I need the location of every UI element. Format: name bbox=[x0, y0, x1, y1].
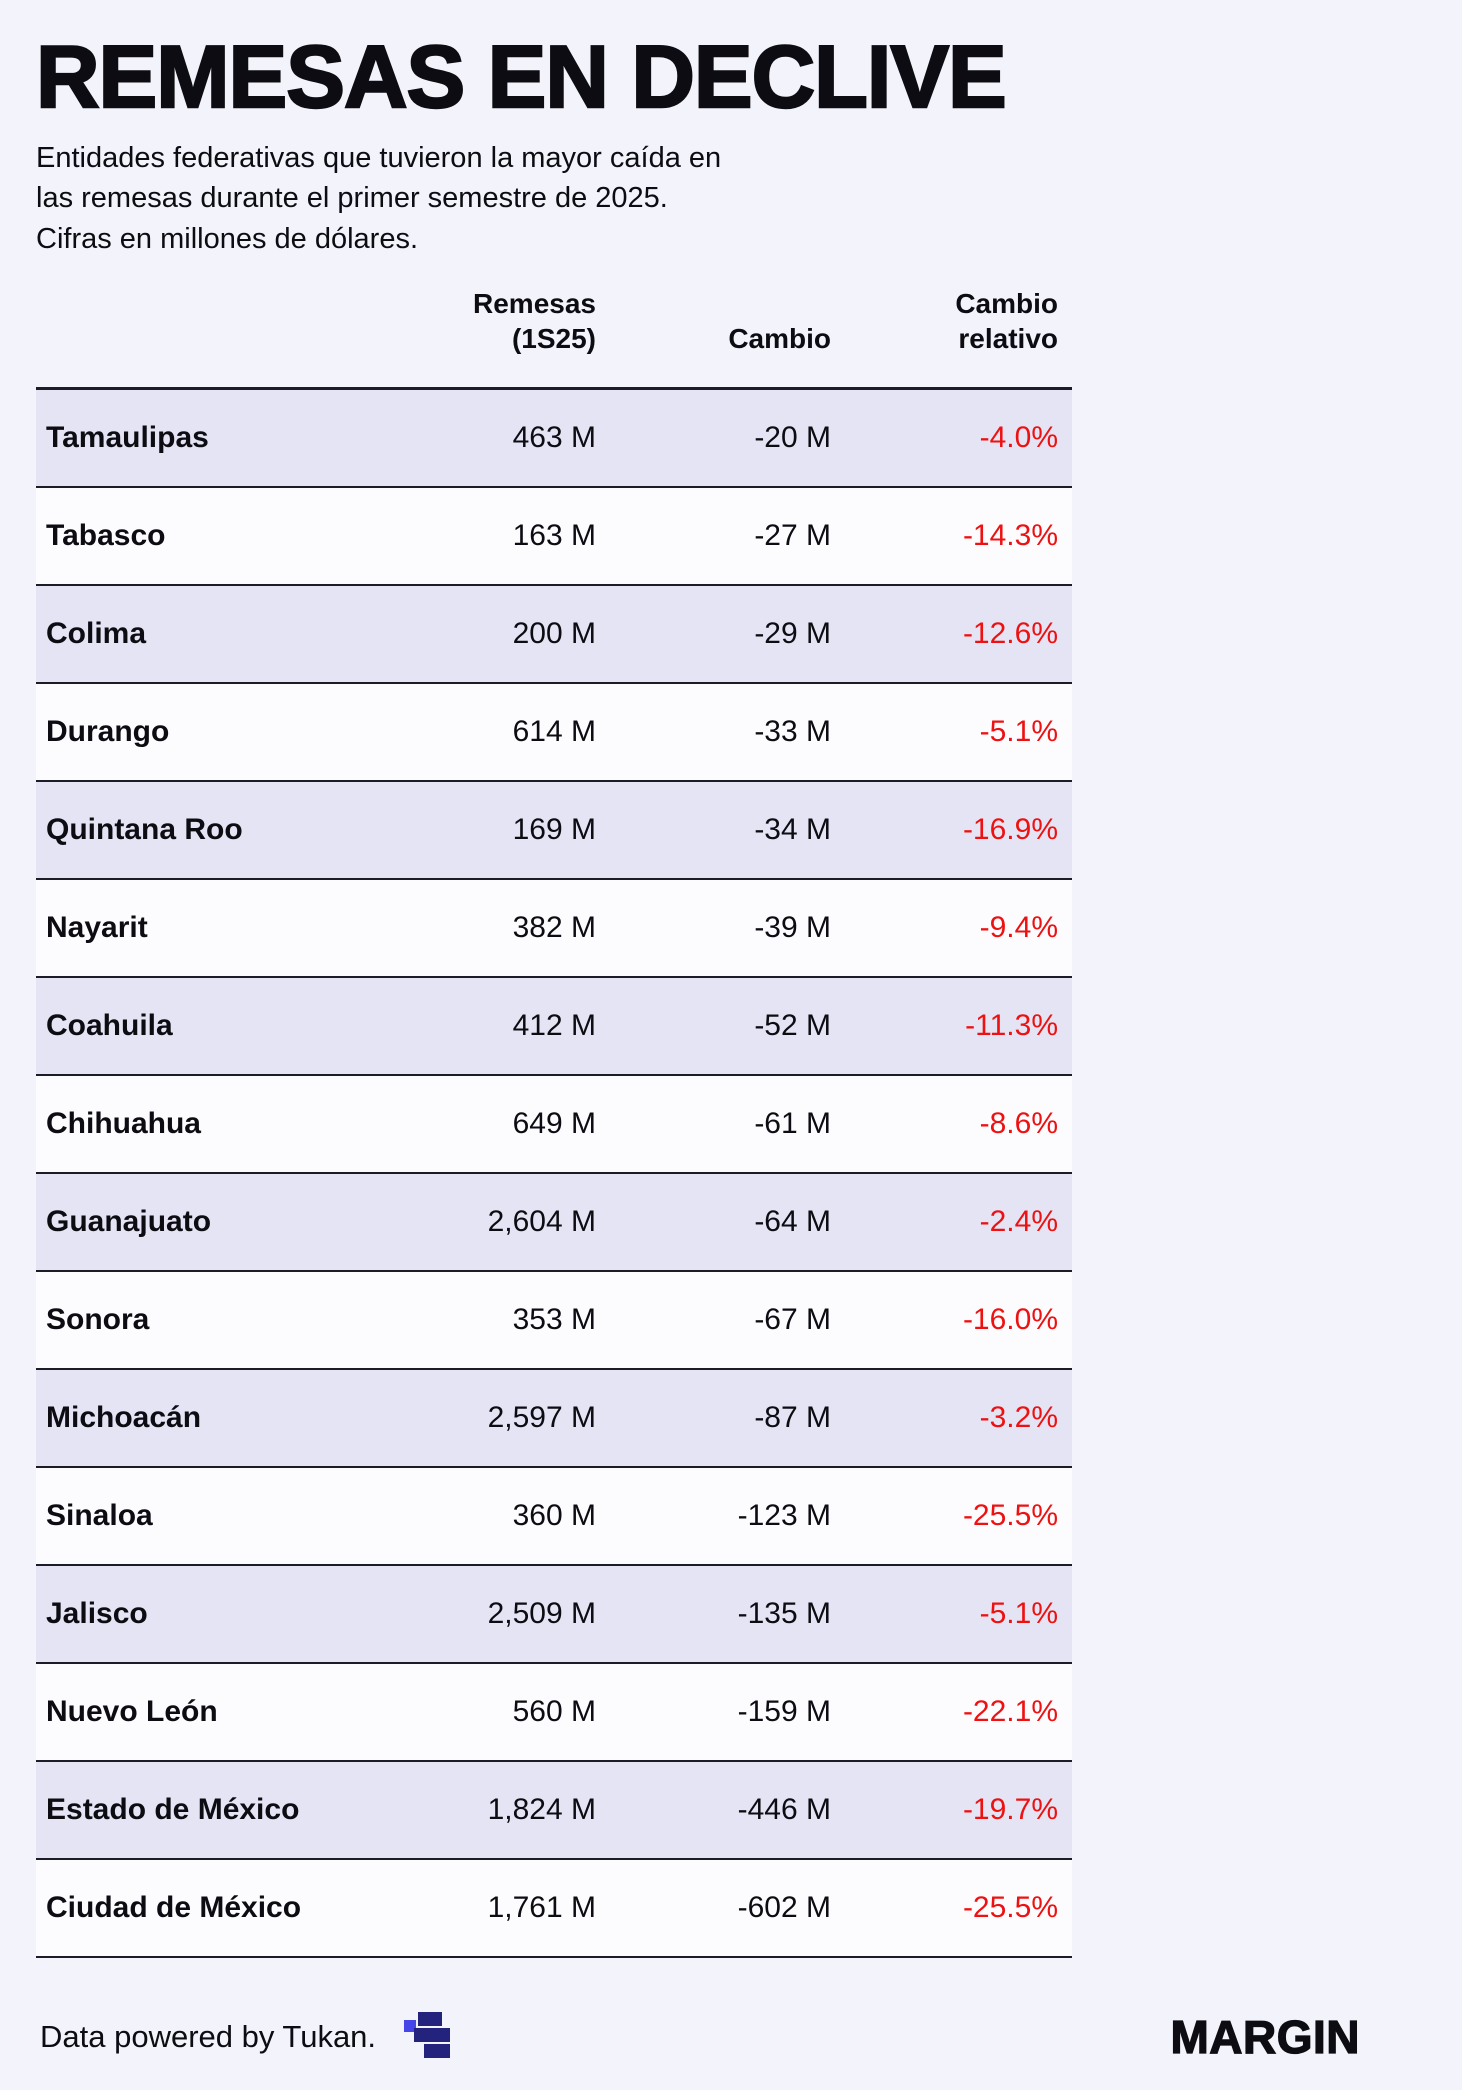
cambio-value: -27 M bbox=[754, 519, 831, 553]
table-row: Ciudad de México 1,761 M -602 M -25.5% bbox=[36, 1860, 1072, 1959]
table-body: Tamaulipas 463 M -20 M -4.0% Tabasco 163… bbox=[36, 387, 1072, 1959]
state-name: Jalisco bbox=[46, 1597, 148, 1631]
state-name: Coahuila bbox=[46, 1009, 173, 1043]
cambio-relativo-value: -12.6% bbox=[962, 617, 1058, 651]
state-name: Estado de México bbox=[46, 1793, 300, 1827]
table-row: Quintana Roo 169 M -34 M -16.9% bbox=[36, 782, 1072, 881]
remesas-value: 560 M bbox=[512, 1695, 596, 1729]
page-footer: Data powered by Tukan. MARGIN bbox=[40, 2010, 1360, 2064]
cambio-relativo-value: -8.6% bbox=[979, 1107, 1058, 1141]
cambio-relativo-value: -2.4% bbox=[979, 1205, 1058, 1239]
remesas-value: 1,824 M bbox=[487, 1793, 596, 1827]
cambio-relativo-value: -16.0% bbox=[962, 1303, 1058, 1337]
cambio-relativo-value: -9.4% bbox=[979, 911, 1058, 945]
table-row: Chihuahua 649 M -61 M -8.6% bbox=[36, 1076, 1072, 1175]
remesas-value: 2,604 M bbox=[487, 1205, 596, 1239]
page-header: REMESAS EN DECLIVE Entidades federativas… bbox=[35, 27, 1426, 260]
state-name: Sinaloa bbox=[46, 1499, 153, 1533]
state-name: Tabasco bbox=[46, 519, 166, 553]
remesas-value: 360 M bbox=[512, 1499, 596, 1533]
state-name: Ciudad de México bbox=[46, 1891, 302, 1925]
column-header-remesas: Remesas (1S25) bbox=[473, 287, 596, 355]
table-row: Estado de México 1,824 M -446 M -19.7% bbox=[36, 1762, 1072, 1861]
cambio-value: -52 M bbox=[754, 1009, 831, 1043]
cambio-value: -67 M bbox=[754, 1303, 831, 1337]
cambio-relativo-value: -25.5% bbox=[962, 1499, 1058, 1533]
remesas-value: 353 M bbox=[512, 1303, 596, 1337]
state-name: Sonora bbox=[46, 1303, 150, 1337]
cambio-relativo-value: -11.3% bbox=[965, 1009, 1058, 1043]
cambio-relativo-value: -5.1% bbox=[979, 1597, 1058, 1631]
cambio-value: -123 M bbox=[737, 1499, 831, 1533]
cambio-value: -20 M bbox=[754, 421, 831, 455]
column-header-cambio: Cambio bbox=[728, 323, 831, 355]
cambio-relativo-value: -5.1% bbox=[979, 715, 1058, 749]
remesas-value: 649 M bbox=[512, 1107, 596, 1141]
cambio-value: -29 M bbox=[754, 617, 831, 651]
table-row: Nayarit 382 M -39 M -9.4% bbox=[36, 880, 1072, 979]
table-row: Sinaloa 360 M -123 M -25.5% bbox=[36, 1468, 1072, 1567]
cambio-value: -34 M bbox=[754, 813, 831, 847]
table-row: Nuevo León 560 M -159 M -22.1% bbox=[36, 1664, 1072, 1763]
table-row: Guanajuato 2,604 M -64 M -2.4% bbox=[36, 1174, 1072, 1273]
cambio-value: -64 M bbox=[754, 1205, 831, 1239]
remesas-value: 614 M bbox=[512, 715, 596, 749]
state-name: Colima bbox=[46, 617, 147, 651]
table-row: Colima 200 M -29 M -12.6% bbox=[36, 586, 1072, 685]
cambio-value: -87 M bbox=[754, 1401, 831, 1435]
remesas-value: 163 M bbox=[512, 519, 596, 553]
cambio-value: -39 M bbox=[754, 911, 831, 945]
tukan-logo-icon bbox=[404, 2012, 451, 2058]
table-row: Tamaulipas 463 M -20 M -4.0% bbox=[36, 390, 1072, 489]
cambio-relativo-value: -16.9% bbox=[962, 813, 1058, 847]
cambio-relativo-value: -14.3% bbox=[962, 519, 1058, 553]
cambio-relativo-value: -22.1% bbox=[962, 1695, 1058, 1729]
page-subtitle: Entidades federativas que tuvieron la ma… bbox=[36, 141, 722, 255]
state-name: Michoacán bbox=[46, 1401, 202, 1435]
state-name: Guanajuato bbox=[46, 1205, 212, 1239]
cambio-value: -159 M bbox=[737, 1695, 831, 1729]
cambio-relativo-value: -19.7% bbox=[962, 1793, 1058, 1827]
state-name: Durango bbox=[46, 715, 170, 749]
cambio-value: -602 M bbox=[737, 1891, 831, 1925]
state-name: Nuevo León bbox=[46, 1695, 218, 1729]
remesas-value: 1,761 M bbox=[487, 1891, 596, 1925]
cambio-value: -135 M bbox=[737, 1597, 831, 1631]
cambio-relativo-value: -3.2% bbox=[979, 1401, 1058, 1435]
remesas-value: 382 M bbox=[512, 911, 596, 945]
data-credit: Data powered by Tukan. bbox=[40, 2012, 451, 2062]
cambio-relativo-value: -4.0% bbox=[979, 421, 1058, 455]
table-row: Michoacán 2,597 M -87 M -3.2% bbox=[36, 1370, 1072, 1469]
remesas-value: 169 M bbox=[512, 813, 596, 847]
state-name: Chihuahua bbox=[46, 1107, 201, 1141]
page-title: REMESAS EN DECLIVE bbox=[35, 27, 1008, 126]
data-credit-text: Data powered by Tukan. bbox=[40, 2019, 377, 2054]
cambio-value: -446 M bbox=[737, 1793, 831, 1827]
state-name: Quintana Roo bbox=[46, 813, 243, 847]
column-header-cambio-relativo: Cambio relativo bbox=[955, 287, 1058, 355]
table-row: Tabasco 163 M -27 M -14.3% bbox=[36, 488, 1072, 587]
remesas-value: 200 M bbox=[512, 617, 596, 651]
table-row: Durango 614 M -33 M -5.1% bbox=[36, 684, 1072, 783]
margin-logo: MARGIN bbox=[1170, 2010, 1360, 2063]
cambio-relativo-value: -25.5% bbox=[962, 1891, 1058, 1925]
state-name: Nayarit bbox=[46, 911, 148, 945]
remesas-value: 2,597 M bbox=[487, 1401, 596, 1435]
table-row: Coahuila 412 M -52 M -11.3% bbox=[36, 978, 1072, 1077]
cambio-value: -61 M bbox=[754, 1107, 831, 1141]
remesas-value: 2,509 M bbox=[487, 1597, 596, 1631]
remesas-value: 412 M bbox=[512, 1009, 596, 1043]
cambio-value: -33 M bbox=[754, 715, 831, 749]
remesas-value: 463 M bbox=[512, 421, 596, 455]
table-row: Sonora 353 M -67 M -16.0% bbox=[36, 1272, 1072, 1371]
table-row: Jalisco 2,509 M -135 M -5.1% bbox=[36, 1566, 1072, 1665]
remittances-table: Remesas (1S25) Cambio Cambio relativo Ta… bbox=[36, 286, 1072, 1959]
state-name: Tamaulipas bbox=[46, 421, 209, 455]
table-header-row: Remesas (1S25) Cambio Cambio relativo bbox=[36, 286, 1072, 388]
